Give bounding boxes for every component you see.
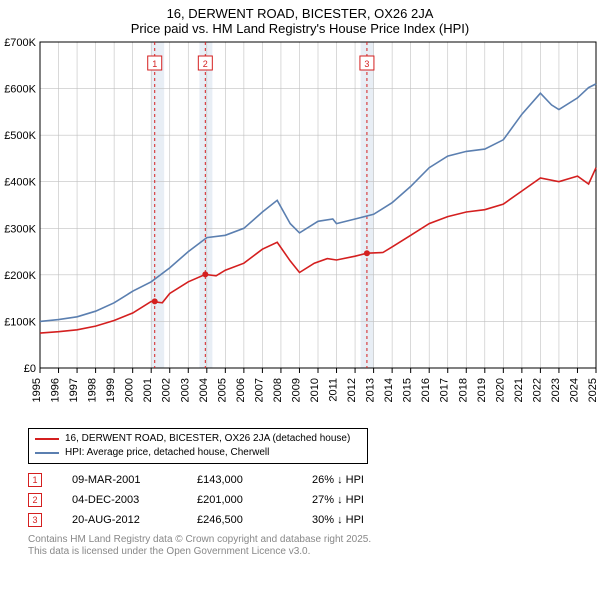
legend-swatch bbox=[35, 438, 59, 440]
svg-text:3: 3 bbox=[364, 59, 369, 69]
attribution-footer: Contains HM Land Registry data © Crown c… bbox=[28, 534, 600, 558]
svg-text:2017: 2017 bbox=[439, 378, 451, 402]
sales-row: 3 20-AUG-2012 £246,500 30% ↓ HPI bbox=[28, 510, 600, 530]
svg-text:2008: 2008 bbox=[272, 378, 284, 402]
legend-row: HPI: Average price, detached house, Cher… bbox=[35, 446, 361, 460]
svg-text:1995: 1995 bbox=[31, 378, 43, 402]
svg-text:2024: 2024 bbox=[568, 378, 580, 402]
footer-line-1: Contains HM Land Registry data © Crown c… bbox=[28, 534, 600, 546]
sales-row: 2 04-DEC-2003 £201,000 27% ↓ HPI bbox=[28, 490, 600, 510]
svg-text:2018: 2018 bbox=[457, 378, 469, 402]
svg-text:2019: 2019 bbox=[476, 378, 488, 402]
price-chart: £0 £100K £200K £300K £400K £500K £600K £700K 199… bbox=[0, 38, 600, 422]
svg-text:£700K: £700K bbox=[4, 38, 36, 49]
svg-text:£400K: £400K bbox=[4, 177, 36, 189]
svg-text:£600K: £600K bbox=[4, 84, 36, 96]
chart-area: £0 £100K £200K £300K £400K £500K £600K £700K 199… bbox=[0, 38, 600, 422]
sale-date: 20-AUG-2012 bbox=[72, 514, 167, 526]
svg-text:2025: 2025 bbox=[587, 378, 599, 402]
svg-text:2021: 2021 bbox=[513, 378, 525, 402]
svg-text:2012: 2012 bbox=[346, 378, 358, 402]
svg-text:2001: 2001 bbox=[142, 378, 154, 402]
sale-marker-icon: 1 bbox=[28, 473, 42, 487]
chart-header: 16, DERWENT ROAD, BICESTER, OX26 2JA Pri… bbox=[0, 0, 600, 38]
svg-text:£300K: £300K bbox=[4, 223, 36, 235]
svg-text:£0: £0 bbox=[24, 363, 36, 375]
legend-swatch bbox=[35, 452, 59, 454]
svg-text:2: 2 bbox=[203, 59, 208, 69]
svg-text:£500K: £500K bbox=[4, 130, 36, 142]
sale-marker-icon: 3 bbox=[28, 513, 42, 527]
svg-text:£200K: £200K bbox=[4, 270, 36, 282]
svg-text:2002: 2002 bbox=[161, 378, 173, 402]
svg-text:1998: 1998 bbox=[87, 378, 99, 402]
sale-date: 09-MAR-2001 bbox=[72, 474, 167, 486]
footer-line-2: This data is licensed under the Open Gov… bbox=[28, 546, 600, 558]
legend-label: 16, DERWENT ROAD, BICESTER, OX26 2JA (de… bbox=[65, 432, 350, 446]
svg-text:2022: 2022 bbox=[531, 378, 543, 402]
sales-table: 1 09-MAR-2001 £143,000 26% ↓ HPI 2 04-DEC-200… bbox=[28, 470, 600, 530]
svg-text:2016: 2016 bbox=[420, 378, 432, 402]
svg-text:1999: 1999 bbox=[105, 378, 117, 402]
svg-text:2006: 2006 bbox=[235, 378, 247, 402]
svg-text:2015: 2015 bbox=[402, 378, 414, 402]
sale-marker-icon: 2 bbox=[28, 493, 42, 507]
svg-text:2004: 2004 bbox=[198, 378, 210, 402]
sales-row: 1 09-MAR-2001 £143,000 26% ↓ HPI bbox=[28, 470, 600, 490]
svg-text:2010: 2010 bbox=[309, 378, 321, 402]
svg-text:2003: 2003 bbox=[179, 378, 191, 402]
svg-text:2007: 2007 bbox=[253, 378, 265, 402]
svg-text:1: 1 bbox=[152, 59, 157, 69]
svg-text:2014: 2014 bbox=[383, 378, 395, 402]
sale-price: £246,500 bbox=[197, 514, 282, 526]
legend: 16, DERWENT ROAD, BICESTER, OX26 2JA (de… bbox=[28, 428, 368, 464]
svg-text:£100K: £100K bbox=[4, 316, 36, 328]
legend-label: HPI: Average price, detached house, Cher… bbox=[65, 446, 269, 460]
svg-text:2020: 2020 bbox=[494, 378, 506, 402]
svg-text:2013: 2013 bbox=[365, 378, 377, 402]
sale-diff: 27% ↓ HPI bbox=[312, 494, 392, 506]
sale-date: 04-DEC-2003 bbox=[72, 494, 167, 506]
sale-diff: 30% ↓ HPI bbox=[312, 514, 392, 526]
sale-price: £201,000 bbox=[197, 494, 282, 506]
svg-text:2009: 2009 bbox=[290, 378, 302, 402]
sale-price: £143,000 bbox=[197, 474, 282, 486]
svg-text:2011: 2011 bbox=[328, 378, 340, 402]
svg-text:2005: 2005 bbox=[216, 378, 228, 402]
svg-text:2023: 2023 bbox=[550, 378, 562, 402]
sale-diff: 26% ↓ HPI bbox=[312, 474, 392, 486]
svg-text:1997: 1997 bbox=[68, 378, 80, 402]
legend-row: 16, DERWENT ROAD, BICESTER, OX26 2JA (de… bbox=[35, 432, 361, 446]
chart-title: 16, DERWENT ROAD, BICESTER, OX26 2JA bbox=[0, 6, 600, 21]
svg-text:1996: 1996 bbox=[50, 378, 62, 402]
chart-subtitle: Price paid vs. HM Land Registry's House … bbox=[0, 21, 600, 36]
svg-text:2000: 2000 bbox=[124, 378, 136, 402]
